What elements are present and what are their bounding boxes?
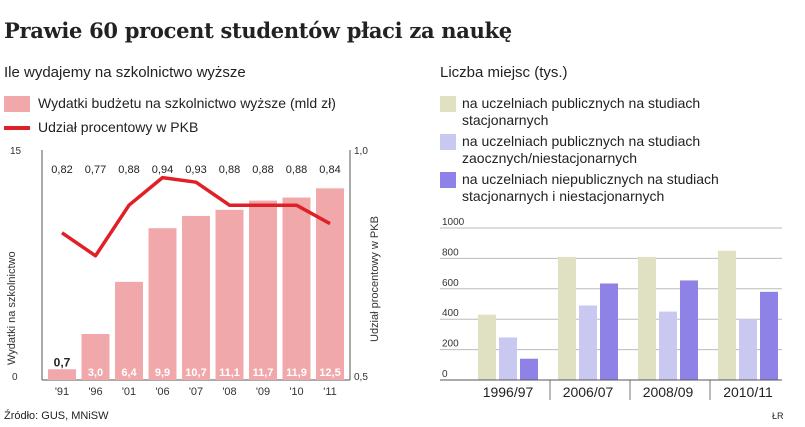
y-tick-label: 400 [442,308,459,319]
budget-bar-label: 11,7 [253,367,274,379]
x-tick-label: '06 [155,386,169,398]
x-tick-label: '09 [256,386,270,398]
places-bar [659,311,677,380]
gdp-value-label: 0,88 [286,164,307,176]
legend-swatch-private [440,172,456,188]
budget-bar [282,197,311,380]
legend-label-gdp: Udział procentowy w PKB [38,119,199,135]
places-bar [718,250,736,380]
x-tick-label: '08 [222,386,236,398]
budget-bar-label: 11,9 [286,367,307,379]
y-tick-label: 15 [10,146,22,157]
right-chart: 0 200 400 600 800 1000 1996/97 2006/07 2008/09 20… [440,217,782,400]
y2-axis-title: Udział procentowy w PKB [369,216,381,342]
y2-tick-label: 1,0 [354,146,368,157]
budget-bar [81,334,110,380]
gdp-value-label: 0,77 [85,164,106,176]
budget-bar [148,228,177,380]
y-tick-label: 800 [442,247,459,258]
legend-swatch-extramural [440,134,456,150]
gdp-value-label: 0,94 [152,164,173,176]
author-signature: ŁR [772,411,784,421]
y-tick-label: 600 [442,278,459,289]
budget-bar-label: 11,1 [219,367,240,379]
places-bar [499,337,517,380]
x-tick-label: '11 [323,386,337,398]
x-tick-label: 2008/09 [643,384,694,400]
gdp-value-label: 0,88 [252,164,273,176]
budget-bar [249,200,277,380]
budget-bar [182,215,210,380]
places-bar [638,256,656,380]
left-chart-title: Ile wydajemy na szkolnictwo wyższe [4,64,246,81]
x-tick-label: '91 [55,386,69,398]
legend-swatch-gdp [4,126,30,130]
places-bar [760,291,778,380]
infographic-title: Prawie 60 procent studentów płaci za nau… [4,18,512,43]
budget-bar-label: 6,4 [121,367,137,379]
gdp-value-label: 0,88 [219,164,240,176]
budget-bar [48,369,76,380]
legend-swatch-budget [4,96,30,112]
legend-label-stationary: na uczelniach publicznych na studiach st… [462,95,701,128]
budget-bar-label: 9,9 [155,367,170,379]
gdp-value-label: 0,82 [51,164,72,176]
x-tick-label: '10 [289,386,303,398]
legend-swatch-stationary [440,96,456,112]
places-bar [680,280,698,380]
places-bar [558,256,576,380]
places-bar [520,358,538,380]
y2-tick-label: 0,5 [354,372,368,383]
y-tick-label: 0 [442,369,448,380]
places-bar [600,283,618,380]
gdp-value-label: 0,84 [319,164,340,176]
legend-label-budget: Wydatki budżetu na szkolnictwo wyższe (m… [38,95,336,111]
x-tick-label: 2010/11 [723,384,773,400]
x-tick-label: '96 [88,386,102,398]
places-bar [579,305,597,380]
budget-bar-label: 10,7 [185,367,206,379]
gdp-line [61,175,331,258]
budget-bar [115,281,143,380]
budget-bar-label: 3,0 [88,367,103,379]
y-tick-label: 0 [12,372,18,383]
budget-bar-label: 0,7 [54,355,71,369]
right-chart-title: Liczba miejsc (tys.) [440,64,568,81]
x-tick-label: '01 [122,386,136,398]
gdp-value-label: 0,93 [185,164,206,176]
gdp-value-label: 0,88 [118,164,139,176]
budget-bar [215,209,244,380]
y-tick-label: 200 [442,339,459,350]
legend-label-extramural: na uczelniach publicznych na studiach za… [462,133,701,166]
places-bar [478,314,496,380]
budget-bar-label: 12,5 [319,367,340,379]
x-tick-label: '07 [189,386,203,398]
source-note: Źródło: GUS, MNiSW [4,410,109,422]
legend-label-private: na uczelniach niepublicznych na studiach… [462,171,719,204]
places-bar [739,319,757,380]
x-tick-label: 2006/07 [563,384,614,400]
left-chart: 15 0 1,0 0,5 Wydatki na szkolnictwo Udział pr… [6,146,381,398]
y-tick-label: 1000 [442,217,465,228]
y-axis-title: Wydatki na szkolnictwo [6,251,18,365]
x-tick-label: 1996/97 [483,384,534,400]
